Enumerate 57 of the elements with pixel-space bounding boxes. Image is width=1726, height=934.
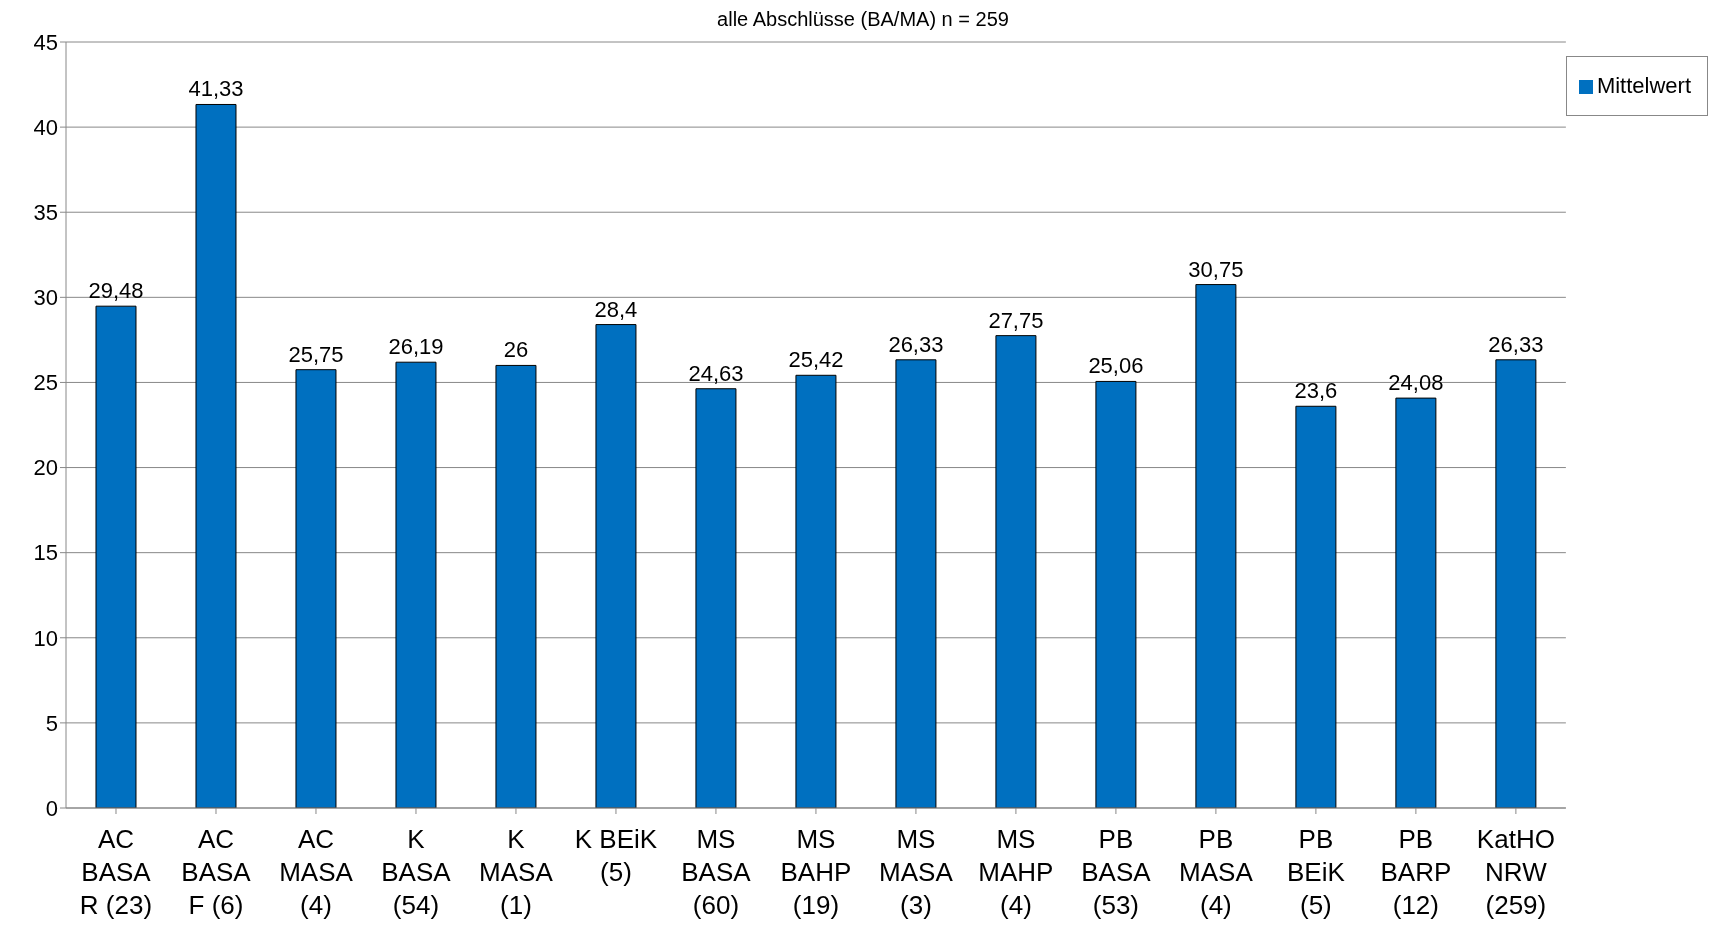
bar xyxy=(995,335,1037,808)
x-tick-label: PB BEiK (5) xyxy=(1286,824,1346,920)
y-tick-label: 40 xyxy=(33,114,58,140)
y-tick-label: 0 xyxy=(45,795,58,821)
data-label: 25,42 xyxy=(788,347,844,373)
y-tick-label: 25 xyxy=(33,370,58,396)
bar xyxy=(1095,380,1137,808)
y-tick-label: 5 xyxy=(45,710,58,736)
y-tick-label: 45 xyxy=(33,29,58,55)
bar xyxy=(495,364,537,808)
data-label: 23,6 xyxy=(1294,378,1338,404)
chart-title: alle Abschlüsse (BA/MA) n = 259 xyxy=(717,8,1009,30)
y-tick-label: 20 xyxy=(33,455,58,481)
x-tick-label: MS BASA (60) xyxy=(681,824,752,920)
x-tick-label: K BASA (54) xyxy=(381,824,452,920)
bar xyxy=(1295,405,1337,808)
x-tick-label: MS MAHP (4) xyxy=(978,824,1054,920)
bar xyxy=(895,359,937,808)
bar xyxy=(595,324,637,808)
data-label: 27,75 xyxy=(988,307,1044,333)
data-label: 28,4 xyxy=(594,296,638,322)
x-tick-label: KatHO NRW (259) xyxy=(1476,824,1555,920)
x-tick-label: MS MASA (3) xyxy=(879,824,954,920)
bar xyxy=(1395,397,1437,808)
data-label: 30,75 xyxy=(1188,256,1244,282)
bar xyxy=(795,374,837,808)
x-tick-label: K MASA (1) xyxy=(479,824,554,920)
data-label: 29,48 xyxy=(88,278,144,304)
data-label: 41,33 xyxy=(188,76,244,102)
data-label: 25,75 xyxy=(288,341,344,367)
bar xyxy=(695,388,737,808)
bar xyxy=(395,361,437,808)
data-label: 26,33 xyxy=(1488,331,1544,357)
x-tick-label: PB BARP (12) xyxy=(1380,824,1452,920)
y-tick-label: 30 xyxy=(33,285,58,311)
data-label: 24,63 xyxy=(688,360,744,386)
data-label: 26,19 xyxy=(388,334,444,360)
x-tick-label: K BEiK (5) xyxy=(574,824,658,887)
y-tick-label: 10 xyxy=(33,625,58,651)
x-tick-label: PB BASA (53) xyxy=(1081,824,1152,920)
x-tick-label: MS BAHP (19) xyxy=(780,824,852,920)
data-label: 25,06 xyxy=(1088,353,1144,379)
data-label: 24,08 xyxy=(1388,370,1444,396)
bar xyxy=(1495,359,1537,808)
x-tick-label: AC MASA (4) xyxy=(279,824,354,920)
y-tick-label: 35 xyxy=(33,200,58,226)
x-tick-label: AC BASA R (23) xyxy=(79,824,153,920)
data-label: 26,33 xyxy=(888,331,944,357)
y-tick-label: 15 xyxy=(33,540,58,566)
data-label: 26 xyxy=(503,337,529,363)
bar xyxy=(1195,284,1237,808)
x-tick-label: AC BASA F (6) xyxy=(181,824,252,920)
bar xyxy=(95,305,137,808)
legend-label: Mittelwert xyxy=(1596,73,1691,98)
bar xyxy=(195,103,237,808)
x-tick-label: PB MASA (4) xyxy=(1179,824,1254,920)
bar xyxy=(295,369,337,808)
